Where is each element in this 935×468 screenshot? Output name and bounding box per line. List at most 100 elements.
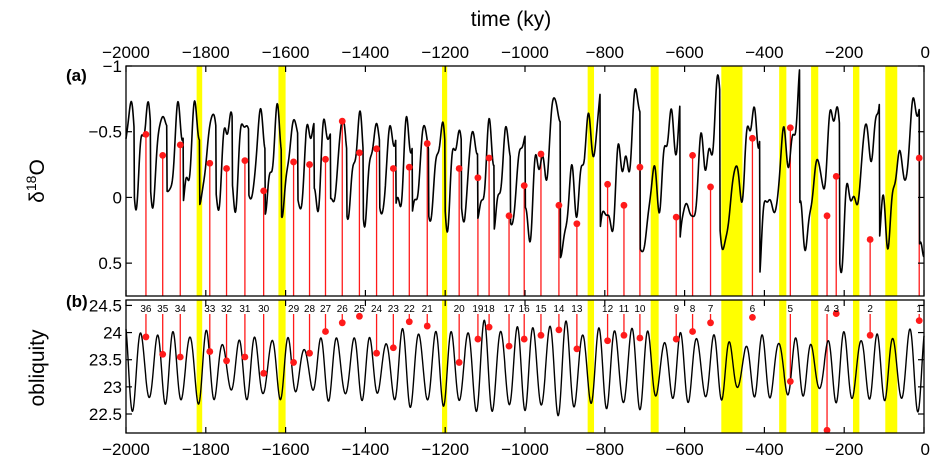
x-top-tick-label-4: −1200 [421,43,469,62]
marker-a-22 [405,163,413,171]
y-tick-label-b-2: 23.5 [89,351,122,370]
termination-label-34: 34 [175,304,187,315]
highlight-band-b-3 [587,300,595,433]
marker-a-21 [423,140,431,147]
termination-label-28: 28 [304,304,316,315]
marker-b-11 [620,331,628,339]
marker-a-12 [604,180,611,188]
x-bottom-tick-labels: −2000 −1800 −1600 −1400 −1200 −1000 −800 −600 −4… [102,440,930,459]
termination-label-14: 14 [553,304,565,315]
marker-b-31 [241,353,249,361]
x-top-tick-label-8: −400 [745,43,783,62]
termination-label-27: 27 [320,304,332,315]
marker-a-15 [537,150,545,158]
termination-label-7: 7 [708,304,714,315]
x-top-tick-label-6: −800 [586,43,624,62]
marker-a-16 [520,182,528,190]
x-top-tick-label-9: −200 [825,43,863,62]
termination-markers [142,117,923,434]
x-top-tick-label-5: −1000 [501,43,549,62]
marker-a-17 [505,212,513,220]
x-bottom-tick-label-8: −400 [745,440,783,459]
marker-b-21 [423,322,431,330]
highlight-band-a-3 [587,66,595,296]
x-bottom-tick-label-3: −1400 [342,440,390,459]
termination-label-25: 25 [354,304,366,315]
termination-label-5: 5 [788,304,794,315]
termination-label-20: 20 [454,304,466,315]
y-tick-labels-a: −1 −0.5 0 0.5 [88,57,122,273]
termination-label-30: 30 [258,304,270,315]
termination-label-23: 23 [388,304,400,315]
termination-labels: 36 35 34 33 32 31 30 29 28 27 26 25 24 23 22 21 20 19 18 17… [140,304,922,315]
x-bottom-tick-label-6: −800 [586,440,624,459]
marker-b-13 [573,345,581,353]
marker-b-12 [604,337,611,345]
marker-a-24 [373,145,380,153]
termination-stems [145,121,920,431]
obliquity-series-line [125,319,925,417]
marker-a-1 [915,154,923,162]
marker-a-2 [866,236,874,243]
termination-label-36: 36 [140,304,152,315]
x-top-tick-label-3: −1400 [342,43,390,62]
termination-label-9: 9 [673,304,679,315]
marker-b-4 [823,426,831,434]
marker-b-35 [159,350,167,358]
y-axis-title-b: obliquity [26,329,49,407]
termination-label-32: 32 [221,304,233,315]
marker-b-23 [389,344,397,352]
x-bottom-tick-label-0: −2000 [102,440,150,459]
termination-label-15: 15 [535,304,547,315]
marker-a-23 [389,165,397,172]
marker-b-19 [474,335,482,343]
marker-b-25 [356,312,363,320]
axis-ticks [125,65,925,433]
marker-a-28 [306,161,313,168]
marker-b-33 [206,348,214,355]
x-bottom-tick-label-7: −600 [665,440,703,459]
marker-b-34 [176,353,184,361]
x-bottom-tick-label-2: −1600 [262,440,310,459]
x-axis-title: time (ky) [471,8,552,31]
highlight-bands-a [196,66,898,296]
marker-b-9 [672,335,680,343]
y-tick-label-a-2: 0 [113,188,122,207]
marker-b-32 [223,357,230,365]
marker-b-36 [142,333,150,341]
highlight-band-b-4 [650,300,659,433]
termination-label-13: 13 [571,304,583,315]
highlight-band-a-4 [650,66,659,296]
marker-b-1 [915,317,923,325]
marker-b-8 [689,328,696,335]
marker-b-15 [537,331,545,339]
marker-a-5 [786,124,794,132]
marker-b-16 [520,335,528,343]
marker-b-24 [373,349,380,357]
marker-a-18 [485,154,493,162]
y-tick-label-b-3: 24 [103,324,122,343]
x-top-tick-label-2: −1600 [262,43,310,62]
highlight-band-b-0 [196,300,203,433]
termination-label-19: 19 [472,304,484,315]
y-axis-title-a: δ18O [23,159,49,203]
y-axis-title-a-suffix: O [26,159,49,175]
termination-label-29: 29 [288,304,300,315]
termination-label-18: 18 [484,304,496,315]
marker-a-31 [241,157,249,165]
marker-b-2 [866,331,874,339]
marker-b-5 [786,378,794,385]
marker-a-26 [338,117,346,125]
marker-a-36 [142,130,150,138]
termination-label-33: 33 [204,304,216,315]
marker-b-20 [455,359,463,366]
panel-b-frame [125,299,925,434]
termination-label-17: 17 [503,304,515,315]
marker-a-6 [749,134,756,142]
x-top-tick-label-7: −600 [665,43,703,62]
y-tick-label-a-0: −1 [103,57,122,76]
termination-label-24: 24 [371,304,383,315]
marker-a-7 [707,183,714,191]
marker-b-18 [485,323,493,331]
marker-b-27 [322,328,329,335]
